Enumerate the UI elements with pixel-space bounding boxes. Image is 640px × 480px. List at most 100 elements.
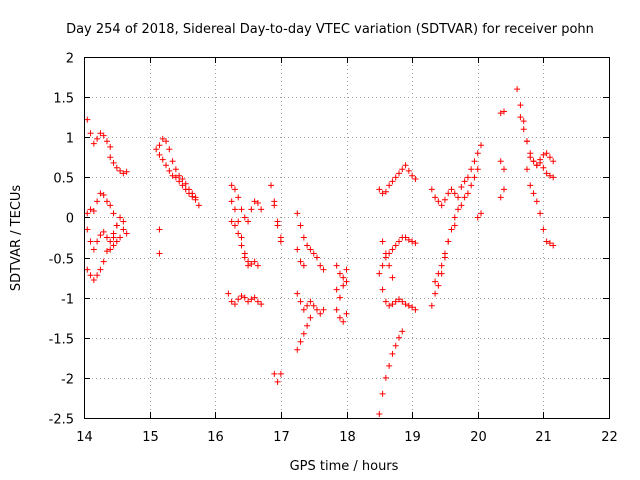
data-point xyxy=(103,248,110,255)
data-point xyxy=(520,118,527,125)
data-point xyxy=(530,158,537,165)
data-point xyxy=(432,194,439,201)
data-point xyxy=(251,198,258,205)
data-point xyxy=(231,206,238,213)
data-point xyxy=(428,186,435,193)
data-point xyxy=(107,143,114,150)
data-point xyxy=(455,206,462,213)
data-point xyxy=(537,156,544,163)
data-point xyxy=(153,146,160,153)
data-point xyxy=(100,258,107,265)
data-point xyxy=(543,150,550,157)
data-point xyxy=(399,298,406,305)
data-point xyxy=(304,302,311,309)
data-point xyxy=(166,167,173,174)
data-point xyxy=(294,246,301,253)
data-point xyxy=(300,262,307,269)
data-point xyxy=(396,170,402,177)
grid-lines xyxy=(84,57,609,418)
y-tick-label: -2 xyxy=(61,373,74,388)
data-point xyxy=(182,180,189,187)
data-point xyxy=(514,86,521,93)
data-point xyxy=(277,238,284,245)
data-point xyxy=(100,228,107,235)
data-point xyxy=(169,172,176,179)
chart-title: Day 254 of 2018, Sidereal Day-to-day VTE… xyxy=(66,22,594,37)
data-point xyxy=(386,362,393,369)
data-point xyxy=(274,218,281,225)
data-point xyxy=(231,186,238,193)
data-point xyxy=(107,154,114,161)
data-point xyxy=(300,330,307,337)
data-point xyxy=(248,206,255,213)
data-point xyxy=(451,190,458,197)
data-point xyxy=(412,240,419,247)
data-point xyxy=(517,114,524,121)
data-point xyxy=(438,202,445,209)
data-point xyxy=(248,260,255,267)
data-point xyxy=(277,370,284,377)
data-point xyxy=(90,246,97,253)
data-point xyxy=(251,294,258,301)
data-point xyxy=(192,196,199,203)
data-point xyxy=(307,246,314,253)
data-point xyxy=(110,234,117,241)
data-point xyxy=(294,290,301,297)
y-tick-label: 1.5 xyxy=(53,92,74,107)
data-point xyxy=(501,108,507,115)
data-point xyxy=(405,236,412,243)
data-point xyxy=(156,226,163,233)
data-point xyxy=(87,272,94,279)
y-tick-label: -2.5 xyxy=(49,413,74,428)
data-point xyxy=(307,298,314,305)
data-point xyxy=(87,130,94,137)
data-point xyxy=(123,168,130,175)
data-point xyxy=(297,258,304,265)
data-point xyxy=(392,174,399,181)
data-point xyxy=(172,166,179,173)
x-tick-label: 20 xyxy=(470,430,487,445)
data-point xyxy=(254,298,261,305)
data-point xyxy=(333,306,340,313)
data-point xyxy=(474,166,481,173)
data-point xyxy=(317,310,324,317)
data-point xyxy=(376,270,383,277)
data-point xyxy=(113,222,120,229)
data-point xyxy=(110,210,117,217)
data-point xyxy=(343,278,350,285)
data-point xyxy=(235,296,242,303)
data-point xyxy=(379,238,386,245)
data-point xyxy=(396,238,402,245)
data-point xyxy=(245,298,252,305)
data-point xyxy=(501,166,507,173)
data-point xyxy=(520,126,527,133)
data-point xyxy=(231,301,238,308)
data-point xyxy=(268,182,275,189)
data-point xyxy=(238,206,245,213)
data-point xyxy=(238,242,245,249)
data-point xyxy=(389,178,396,185)
data-point xyxy=(172,174,179,181)
data-point xyxy=(458,202,465,209)
data-point xyxy=(254,200,261,207)
data-point xyxy=(297,338,304,345)
data-point xyxy=(336,294,343,301)
data-point xyxy=(409,172,416,179)
data-point xyxy=(300,234,307,241)
data-point xyxy=(379,190,386,197)
data-point xyxy=(478,210,485,217)
data-point xyxy=(156,151,163,158)
x-axis-label: GPS time / hours xyxy=(290,459,399,474)
data-point xyxy=(343,310,350,317)
data-point xyxy=(120,218,127,225)
data-point xyxy=(471,174,478,181)
data-point xyxy=(110,159,117,166)
data-point xyxy=(241,294,248,301)
data-point xyxy=(461,194,468,201)
x-tick-label: 21 xyxy=(535,430,552,445)
data-point xyxy=(386,302,393,309)
data-point xyxy=(317,262,324,269)
data-point xyxy=(182,186,189,193)
data-point xyxy=(458,183,465,190)
